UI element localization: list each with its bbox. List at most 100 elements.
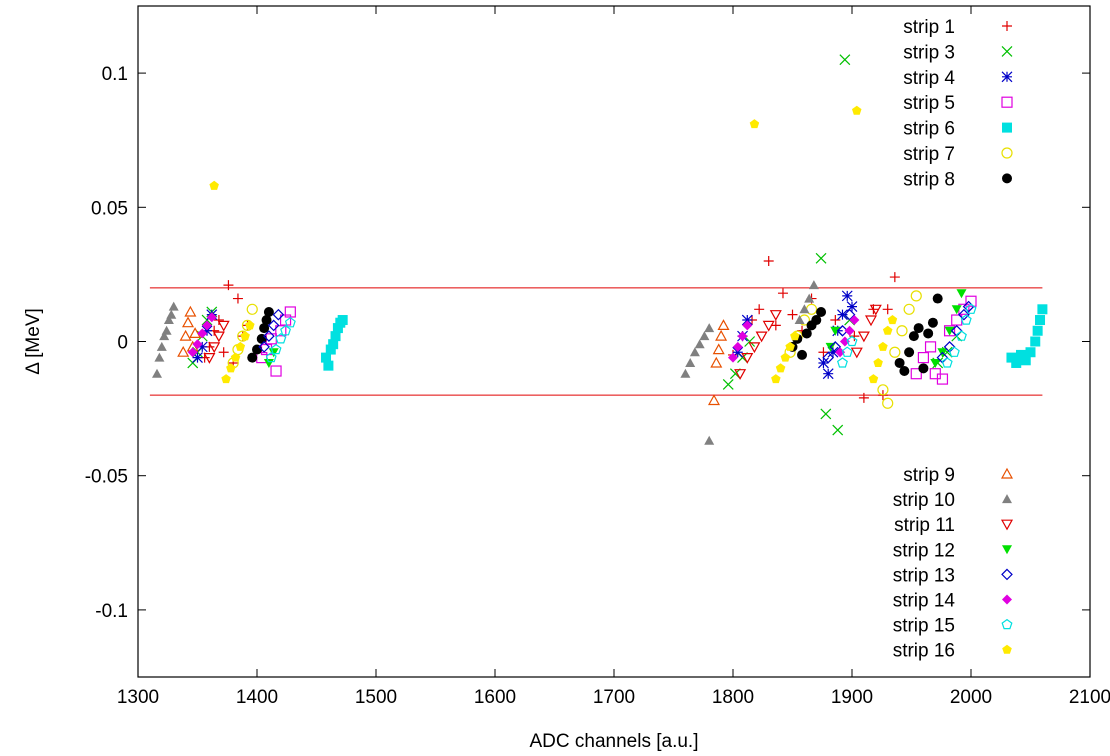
data-point bbox=[734, 369, 747, 380]
series-strip-1 bbox=[199, 255, 900, 403]
data-point bbox=[748, 342, 761, 354]
data-point bbox=[932, 293, 943, 304]
legend-label: strip 14 bbox=[893, 591, 956, 612]
data-point bbox=[1002, 122, 1012, 133]
data-point bbox=[775, 363, 786, 373]
data-point bbox=[258, 341, 270, 353]
x-tick-label: 1900 bbox=[831, 687, 873, 708]
data-point bbox=[192, 339, 203, 350]
data-point bbox=[1001, 45, 1013, 57]
data-point bbox=[944, 326, 955, 336]
data-point bbox=[1002, 545, 1012, 555]
data-point bbox=[179, 329, 192, 341]
data-point bbox=[955, 330, 967, 341]
data-point bbox=[960, 314, 972, 325]
data-point bbox=[780, 352, 791, 362]
data-point bbox=[728, 352, 738, 363]
data-point bbox=[707, 394, 721, 406]
legend-label: strip 10 bbox=[893, 490, 955, 511]
data-point bbox=[864, 315, 878, 327]
data-point bbox=[830, 315, 841, 326]
data-point bbox=[245, 320, 255, 330]
data-point bbox=[742, 320, 753, 331]
data-point bbox=[694, 339, 705, 349]
data-point bbox=[846, 301, 858, 313]
data-point bbox=[732, 341, 743, 352]
data-point bbox=[1011, 357, 1022, 368]
data-point bbox=[689, 347, 700, 357]
series-strip-10 bbox=[152, 280, 819, 445]
data-point bbox=[272, 308, 285, 321]
data-point bbox=[1015, 349, 1026, 360]
data-point bbox=[811, 315, 822, 326]
data-point bbox=[839, 336, 850, 347]
data-point bbox=[958, 308, 970, 321]
data-point bbox=[837, 309, 848, 321]
data-point bbox=[680, 368, 691, 378]
data-point bbox=[267, 319, 280, 332]
data-point bbox=[152, 368, 162, 378]
data-point bbox=[910, 290, 922, 302]
data-point bbox=[280, 325, 292, 336]
data-point bbox=[770, 320, 781, 331]
series-strip-4 bbox=[192, 290, 858, 380]
data-point bbox=[755, 331, 768, 343]
data-point bbox=[762, 320, 775, 332]
y-tick-label: 0 bbox=[117, 333, 128, 354]
series-strip-11 bbox=[203, 304, 882, 380]
axis-ticks: 1300 1400 1500 1600 1700 1800 1900 2000 2100 0.1 0… bbox=[85, 6, 1110, 708]
data-point bbox=[777, 288, 788, 299]
data-point bbox=[829, 341, 842, 353]
data-point bbox=[844, 325, 855, 336]
data-point bbox=[808, 280, 819, 290]
data-point bbox=[685, 358, 696, 367]
data-point bbox=[156, 341, 167, 351]
data-point bbox=[323, 360, 334, 371]
data-point bbox=[699, 331, 710, 341]
data-point bbox=[710, 356, 723, 368]
data-point bbox=[230, 352, 241, 362]
data-point bbox=[1002, 494, 1012, 504]
data-point bbox=[769, 310, 782, 321]
data-point bbox=[836, 357, 848, 368]
legend-label: strip 1 bbox=[903, 17, 955, 38]
data-point bbox=[754, 304, 765, 315]
data-point bbox=[794, 315, 805, 324]
data-point bbox=[1020, 355, 1031, 366]
data-point bbox=[154, 352, 165, 362]
data-point bbox=[1002, 173, 1012, 184]
data-point bbox=[1002, 644, 1012, 654]
data-point bbox=[226, 363, 236, 373]
data-point bbox=[715, 329, 728, 341]
data-point bbox=[263, 330, 275, 342]
data-point bbox=[849, 315, 860, 325]
data-point bbox=[815, 252, 827, 264]
data-point bbox=[259, 323, 270, 334]
legend-label: strip 4 bbox=[903, 68, 955, 89]
legend-label: strip 16 bbox=[893, 641, 955, 662]
data-point bbox=[936, 373, 949, 385]
data-point bbox=[159, 331, 170, 341]
data-point bbox=[887, 315, 898, 325]
data-point bbox=[830, 326, 841, 336]
data-point bbox=[168, 301, 179, 311]
data-point bbox=[206, 312, 217, 323]
data-point bbox=[927, 317, 938, 328]
data-point bbox=[732, 346, 744, 358]
data-point bbox=[878, 341, 888, 351]
data-point bbox=[790, 331, 800, 341]
data-point bbox=[1001, 71, 1013, 83]
data-point bbox=[189, 327, 202, 338]
data-point bbox=[177, 345, 190, 357]
data-point bbox=[1002, 594, 1012, 605]
data-point bbox=[212, 331, 225, 343]
x-tick-label: 1400 bbox=[236, 687, 278, 708]
data-point bbox=[203, 353, 216, 364]
legend-label: strip 11 bbox=[894, 515, 955, 536]
data-point bbox=[263, 359, 274, 368]
data-point bbox=[1000, 467, 1014, 479]
data-point bbox=[948, 346, 960, 357]
data-point bbox=[1000, 519, 1014, 531]
data-point bbox=[209, 180, 219, 190]
data-point bbox=[328, 339, 339, 350]
